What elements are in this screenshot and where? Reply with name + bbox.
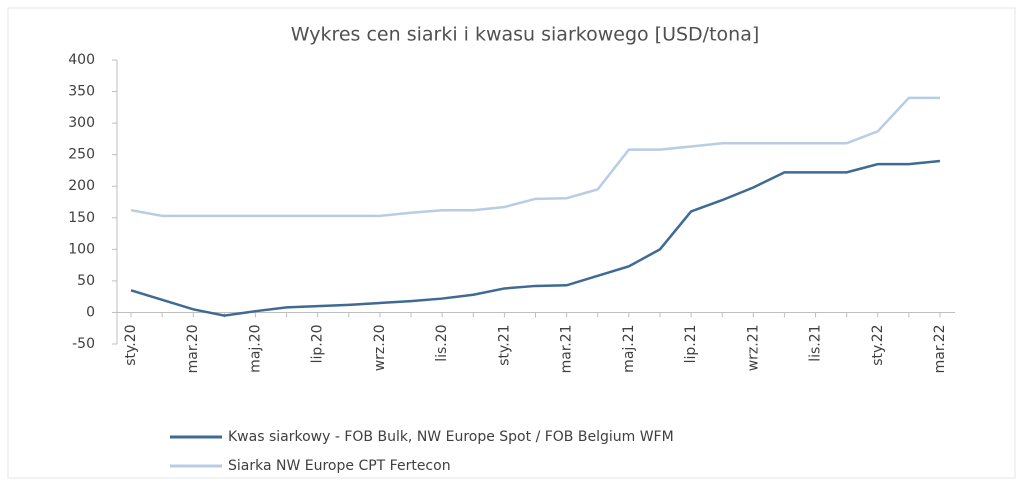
y-tick-label: 350	[68, 84, 95, 100]
legend-label: Siarka NW Europe CPT Fertecon	[228, 458, 451, 474]
chart-border	[7, 7, 1016, 479]
y-tick-label: 50	[77, 273, 95, 289]
line-series	[130, 159, 941, 317]
x-tick-label: sty.21	[496, 324, 512, 365]
y-tick-label: -50	[72, 336, 95, 352]
y-tick-label: 200	[68, 178, 95, 194]
x-tick-label: mar.21	[559, 324, 575, 373]
x-tick-label: lip.21	[683, 324, 699, 363]
chart-title: Wykres cen siarki i kwasu siarkowego [US…	[291, 24, 760, 46]
x-tick-label: wrz.21	[745, 324, 761, 371]
x-tick-label: mar.20	[185, 324, 201, 373]
x-tick-label: mar.22	[932, 324, 948, 373]
x-tick-label: wrz.20	[372, 324, 388, 371]
line-series	[130, 96, 940, 218]
x-tick-label: lip.20	[310, 324, 326, 363]
x-tick-label: maj.21	[621, 324, 637, 372]
y-tick-label: 300	[68, 115, 95, 131]
x-tick-label: lis.20	[434, 324, 450, 361]
y-tick-label: 250	[68, 147, 95, 163]
x-tick-label: sty.22	[870, 324, 886, 365]
x-tick-label: maj.20	[247, 324, 263, 372]
y-tick-label: 100	[68, 241, 95, 257]
y-tick-label: 400	[68, 52, 95, 68]
x-tick-label: sty.20	[123, 324, 139, 365]
legend-label: Kwas siarkowy - FOB Bulk, NW Europe Spot…	[228, 429, 674, 445]
y-tick-label: 150	[68, 210, 95, 226]
y-tick-label: 0	[86, 304, 95, 320]
x-tick-label: lis.21	[808, 324, 824, 361]
